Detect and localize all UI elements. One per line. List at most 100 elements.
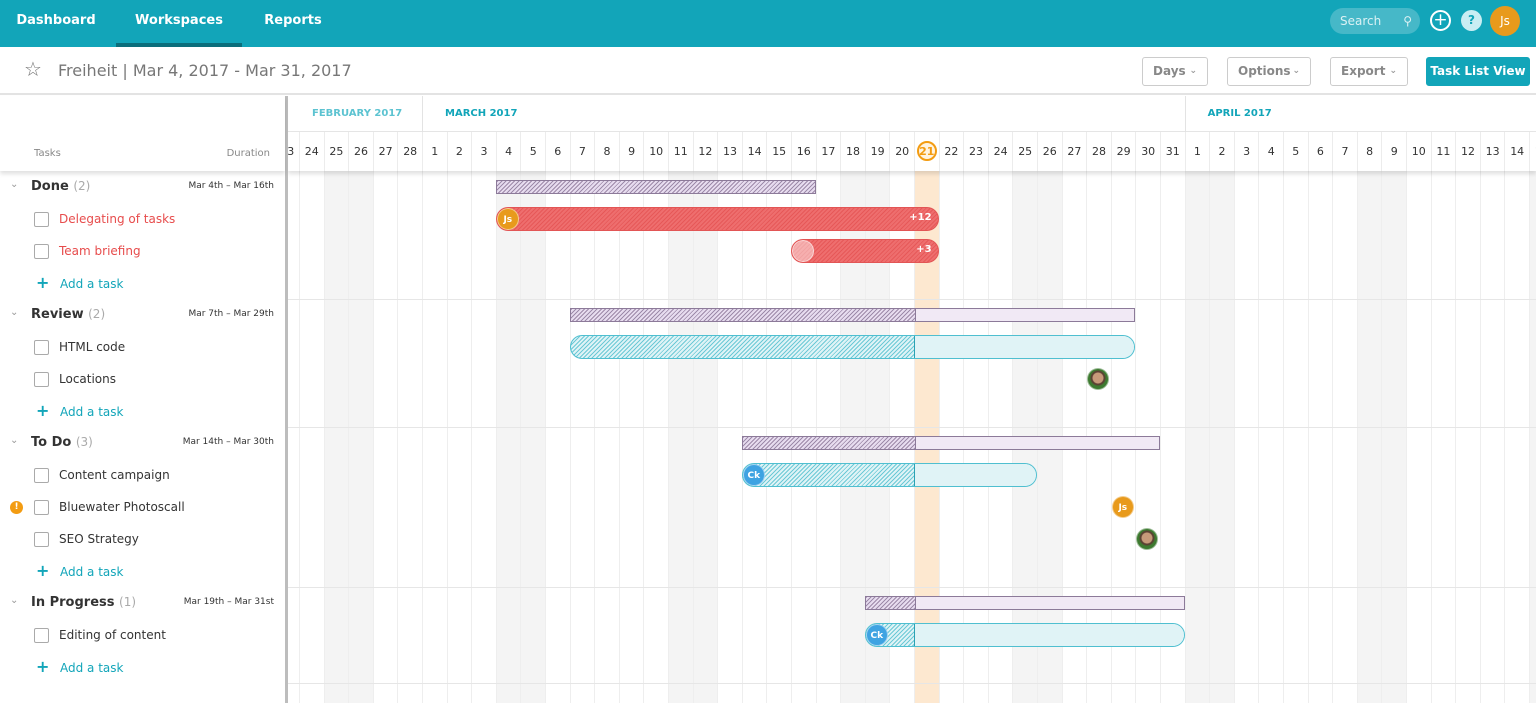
plus-icon[interactable]: + <box>36 657 50 676</box>
avatar-js[interactable]: Js <box>1111 496 1134 518</box>
day-label[interactable]: 1 <box>422 132 447 171</box>
day-label[interactable]: 24 <box>987 132 1013 171</box>
user-photo-avatar[interactable] <box>1136 528 1159 550</box>
group-summary-bar[interactable] <box>569 308 1136 322</box>
task-checkbox[interactable] <box>34 468 49 483</box>
day-label[interactable]: 12 <box>692 132 718 171</box>
group-row-review[interactable]: ⌄ Review (2) Mar 7th – Mar 29th <box>0 299 285 331</box>
days-dropdown[interactable]: Days ⌄ <box>1142 57 1208 86</box>
task-row[interactable]: ! Bluewater Photoscall <box>0 491 285 523</box>
day-label[interactable]: 28 <box>1086 132 1111 171</box>
day-label[interactable]: 9 <box>618 132 644 171</box>
day-label[interactable]: 6 <box>1307 132 1333 171</box>
add-task-row[interactable]: + Add a task <box>0 651 285 683</box>
question-icon[interactable]: ? <box>1461 10 1482 31</box>
day-label[interactable]: 14 <box>741 132 767 171</box>
day-label[interactable]: 27 <box>1061 132 1087 171</box>
plus-icon[interactable]: + <box>36 273 50 292</box>
chevron-down-icon[interactable]: ⌄ <box>10 595 19 606</box>
add-task-row[interactable]: + Add a task <box>0 555 285 587</box>
task-bar[interactable]: Ck <box>864 623 1185 647</box>
task-checkbox[interactable] <box>34 340 49 355</box>
export-dropdown[interactable]: Export ⌄ <box>1330 57 1408 86</box>
day-label[interactable]: 31 <box>1160 132 1185 171</box>
task-checkbox[interactable] <box>34 628 49 643</box>
day-label[interactable]: 23 <box>288 132 299 171</box>
task-name[interactable]: Bluewater Photoscall <box>59 500 185 514</box>
task-checkbox[interactable] <box>34 500 49 515</box>
chevron-down-icon[interactable]: ⌄ <box>10 307 19 318</box>
nav-reports[interactable]: Reports <box>264 13 322 28</box>
day-label[interactable]: 7 <box>569 132 595 171</box>
task-name[interactable]: HTML code <box>59 340 126 354</box>
day-label[interactable]: 24 <box>299 132 324 171</box>
task-checkbox[interactable] <box>34 244 49 259</box>
avatar-js[interactable]: Js <box>496 208 519 230</box>
day-label[interactable]: 18 <box>840 132 865 171</box>
day-label[interactable]: 26 <box>348 132 373 171</box>
group-summary-bar[interactable] <box>864 596 1185 610</box>
day-label[interactable]: 20 <box>889 132 914 171</box>
add-task-link[interactable]: Add a task <box>60 661 124 675</box>
day-label[interactable]: 17 <box>815 132 841 171</box>
day-label[interactable]: 2 <box>446 132 472 171</box>
day-label[interactable]: 21 <box>914 132 939 171</box>
task-row[interactable]: Editing of content <box>0 619 285 651</box>
chevron-down-icon[interactable]: ⌄ <box>10 179 19 190</box>
task-checkbox[interactable] <box>34 372 49 387</box>
day-label[interactable]: 15 <box>766 132 791 171</box>
day-label[interactable]: 7 <box>1332 132 1357 171</box>
day-label[interactable]: 30 <box>1135 132 1160 171</box>
group-summary-bar[interactable] <box>495 180 816 194</box>
chevron-down-icon[interactable]: ⌄ <box>10 435 19 446</box>
nav-dashboard[interactable]: Dashboard <box>16 13 96 28</box>
day-label[interactable]: 25 <box>323 132 349 171</box>
day-label[interactable]: 28 <box>397 132 422 171</box>
day-label[interactable]: 25 <box>1012 132 1037 171</box>
user-avatar[interactable]: Js <box>1490 6 1520 36</box>
add-task-row[interactable]: + Add a task <box>0 395 285 427</box>
plus-circle-icon[interactable]: + <box>1430 10 1451 31</box>
day-label[interactable]: 6 <box>545 132 570 171</box>
plus-icon[interactable]: + <box>36 561 50 580</box>
day-label[interactable]: 2 <box>1209 132 1234 171</box>
task-name[interactable]: SEO Strategy <box>59 532 139 546</box>
day-label[interactable]: 15 <box>1529 132 1536 171</box>
day-label[interactable]: 26 <box>1037 132 1062 171</box>
user-photo-avatar[interactable] <box>1087 368 1110 390</box>
nav-workspaces[interactable]: Workspaces <box>116 0 242 47</box>
day-label[interactable]: 5 <box>520 132 545 171</box>
day-label[interactable]: 13 <box>717 132 742 171</box>
day-label[interactable]: 11 <box>1430 132 1456 171</box>
task-row[interactable]: Locations <box>0 363 285 395</box>
day-label[interactable]: 3 <box>1233 132 1259 171</box>
task-name[interactable]: Team briefing <box>59 244 141 258</box>
day-label[interactable]: 23 <box>963 132 988 171</box>
task-row[interactable]: SEO Strategy <box>0 523 285 555</box>
day-label[interactable]: 13 <box>1479 132 1505 171</box>
group-row-to-do[interactable]: ⌄ To Do (3) Mar 14th – Mar 30th <box>0 427 285 459</box>
add-task-link[interactable]: Add a task <box>60 277 124 291</box>
day-label[interactable]: 14 <box>1504 132 1529 171</box>
task-bar[interactable]: +3 <box>791 239 939 263</box>
plus-icon[interactable]: + <box>36 401 50 420</box>
avatar-ck[interactable]: Ck <box>742 464 765 486</box>
day-label[interactable]: 27 <box>372 132 398 171</box>
group-row-in-progress[interactable]: ⌄ In Progress (1) Mar 19th – Mar 31st <box>0 587 285 619</box>
task-row[interactable]: Team briefing <box>0 235 285 267</box>
day-label[interactable]: 16 <box>791 132 816 171</box>
task-name[interactable]: Content campaign <box>59 468 170 482</box>
day-label[interactable]: 8 <box>594 132 619 171</box>
day-label[interactable]: 11 <box>668 132 693 171</box>
day-label[interactable]: 4 <box>1258 132 1283 171</box>
task-row[interactable]: Content campaign <box>0 459 285 491</box>
add-task-link[interactable]: Add a task <box>60 405 124 419</box>
task-bar[interactable]: Ck <box>741 463 1037 487</box>
add-task-link[interactable]: Add a task <box>60 565 124 579</box>
task-list-view-button[interactable]: Task List View <box>1426 57 1530 86</box>
task-checkbox[interactable] <box>34 212 49 227</box>
task-row[interactable]: HTML code <box>0 331 285 363</box>
day-label[interactable]: 5 <box>1283 132 1308 171</box>
day-label[interactable]: 4 <box>495 132 521 171</box>
task-row[interactable]: Delegating of tasks <box>0 203 285 235</box>
